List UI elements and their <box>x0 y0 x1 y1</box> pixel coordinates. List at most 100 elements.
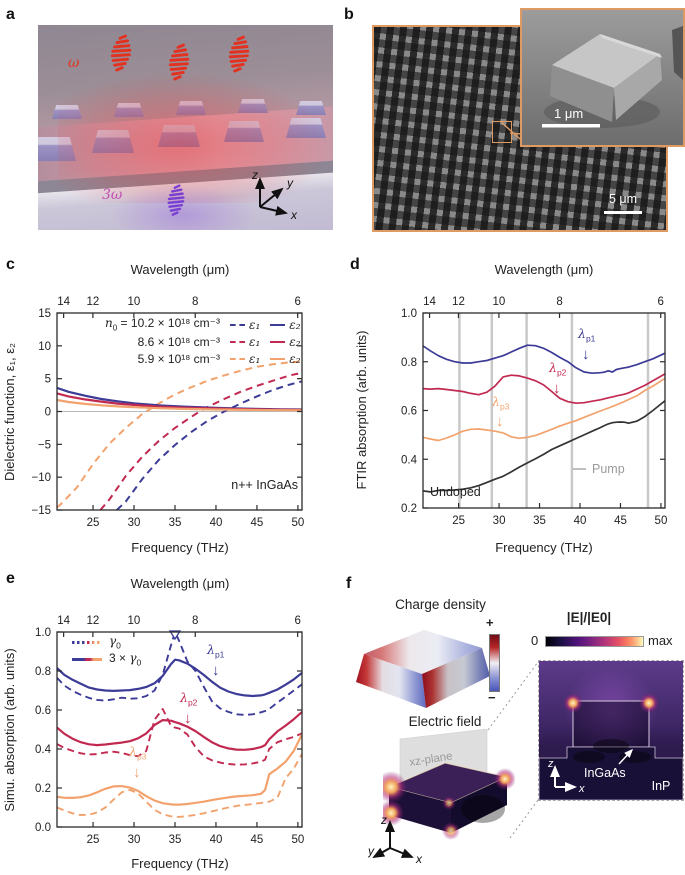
wavelength-tick-label: 6 <box>294 615 300 627</box>
y-tick-label: 0.2 <box>35 783 51 795</box>
var-n: n <box>105 316 113 331</box>
wavelength-tick-label: 10 <box>127 615 140 627</box>
panel-d-label: d <box>350 256 360 273</box>
x-tick-label: 25 <box>452 515 465 527</box>
doping-value: 5.9 × 10¹⁸ cm⁻³ <box>137 351 220 366</box>
eps1-dash-sample <box>230 357 245 360</box>
electric-field-illustration: xz-plane <box>383 729 515 840</box>
legend-row: n0 = 10.2 × 10¹⁸ cm⁻³ ε₁ ε₂ <box>68 316 301 333</box>
efield-cbar-min: 0 <box>531 633 539 648</box>
lambda-p1-arrow-icon: ↓ <box>582 346 590 363</box>
axes-triad-a: z y x <box>251 168 298 220</box>
panel-b-label: b <box>344 6 354 23</box>
x-tick-label: 45 <box>251 834 264 846</box>
top-axis-title: Wavelength (μm) <box>131 576 230 591</box>
pump-legend-label: Pump <box>592 462 625 476</box>
series-eps2-n0-10-2e18 <box>57 386 302 411</box>
electric-field-title: Electric field <box>408 714 482 729</box>
eps2-solid-sample <box>270 340 286 343</box>
three-omega-label: 3ω <box>102 187 123 203</box>
y-tick-label: 0.4 <box>35 744 52 756</box>
series-undoped <box>423 400 665 493</box>
x-tick-label: 50 <box>655 515 668 527</box>
wavelength-tick-label: 14 <box>57 296 70 308</box>
sem-inset-scale-label: 1 μm <box>554 106 583 121</box>
eps2-label: ε₂ <box>289 317 301 332</box>
nanopillar <box>286 118 326 138</box>
eps2-solid-sample <box>270 323 286 326</box>
x-tick-label: 30 <box>128 517 141 529</box>
var-n-sub: 0 <box>112 323 118 333</box>
y-tick-label: 10 <box>38 341 51 353</box>
y-tick-label: −15 <box>31 505 51 517</box>
ingaas-label: InGaAs <box>584 766 626 780</box>
eps1-dash-sample <box>230 340 245 343</box>
lambda-p2-arrow-icon: ↓ <box>184 710 192 727</box>
y-tick-label: 0.8 <box>401 357 417 369</box>
axis-y-label: y <box>368 844 375 858</box>
series-eps2-n0-5-9e18 <box>57 398 302 412</box>
lambda-p3-arrow-icon: ↓ <box>496 413 504 430</box>
y-tick-label: −10 <box>31 472 51 484</box>
nanopillar <box>238 99 268 113</box>
eps1-label: ε₁ <box>249 351 261 366</box>
legend-row: 3 × γ0 <box>72 651 141 668</box>
x-axis-title: Frequency (THz) <box>131 856 229 871</box>
series-3gamma0-n0-10-2e18 <box>57 658 302 698</box>
x-tick-label: 35 <box>533 515 546 527</box>
series-n0-8-6e18 <box>423 373 665 405</box>
lambda-p1-arrow-icon: ↓ <box>212 662 220 679</box>
undoped-label: Undoped <box>430 485 481 499</box>
material-annotation: n++ InGaAs <box>231 478 298 492</box>
axis-x-label: x <box>415 852 423 864</box>
y-tick-label: −5 <box>38 439 51 451</box>
eps1-dash-sample <box>230 323 245 326</box>
charge-density-colorbar <box>489 634 500 692</box>
lambda-p2-annotation: λp2 <box>549 360 567 378</box>
x-axis-title: Frequency (THz) <box>495 540 593 555</box>
series-n0-10-2e18 <box>423 344 665 375</box>
chart-simulated-absorption: Wavelength (μm) Frequency (THz) Simu. ab… <box>2 576 305 871</box>
lambda-p3-annotation: λp3 <box>492 394 510 412</box>
y-tick-label: 0.6 <box>401 406 417 418</box>
legend-row: γ0 <box>72 634 141 651</box>
third-harmonic-wave-icon <box>164 180 189 221</box>
nanopillar <box>92 130 134 153</box>
x-tick-label: 45 <box>614 515 627 527</box>
x-tick-label: 35 <box>169 517 182 529</box>
axis-z-label: z <box>380 813 387 827</box>
chart-ftir-absorption: Wavelength (μm) Frequency (THz) FTIR abs… <box>354 262 668 555</box>
wavelength-tick-label: 10 <box>127 296 140 308</box>
peak-marker <box>168 630 182 641</box>
gamma0-dotted-sample <box>72 641 102 644</box>
y-tick-label: 0.4 <box>401 454 418 466</box>
x-tick-label: 30 <box>493 515 506 527</box>
series-3gamma0-n0-5-9e18 <box>57 733 302 806</box>
lambda-p3-arrow-icon: ↓ <box>133 764 141 781</box>
sem-scale-label: 5 μm <box>608 192 638 206</box>
wavelength-tick-label: 6 <box>658 296 664 308</box>
panel-a-label: a <box>6 6 15 23</box>
x-tick-label: 50 <box>292 834 305 846</box>
legend-row: 8.6 × 10¹⁸ cm⁻³ ε₁ ε₂ <box>68 333 301 350</box>
nanopillar <box>296 101 326 115</box>
panel-e-label: e <box>6 570 15 587</box>
nanopillar <box>114 103 144 117</box>
lambda-p3-annotation: λp3 <box>129 744 147 762</box>
nanopillar <box>38 137 76 161</box>
top-axis-title: Wavelength (μm) <box>131 262 230 277</box>
nanopillar <box>224 121 264 142</box>
wavelength-tick-label: 10 <box>493 296 506 308</box>
pump-legend: Pump <box>572 462 625 476</box>
wavelength-tick-label: 14 <box>57 615 70 627</box>
sem-inset: 1 μm <box>520 8 685 147</box>
panel-f-label: f <box>346 575 352 592</box>
series-eps1-n0-10-2e18 <box>116 380 302 510</box>
y-tick-label: 1.0 <box>401 308 417 320</box>
panel-a-illustration: ω 3ω z y x <box>38 25 333 230</box>
axis-z-label: z <box>547 758 554 770</box>
charge-density-title: Charge density <box>395 597 486 612</box>
lambda-p2-arrow-icon: ↓ <box>553 380 561 397</box>
pump-wave-icon <box>163 37 194 89</box>
nanopillar <box>158 125 200 147</box>
